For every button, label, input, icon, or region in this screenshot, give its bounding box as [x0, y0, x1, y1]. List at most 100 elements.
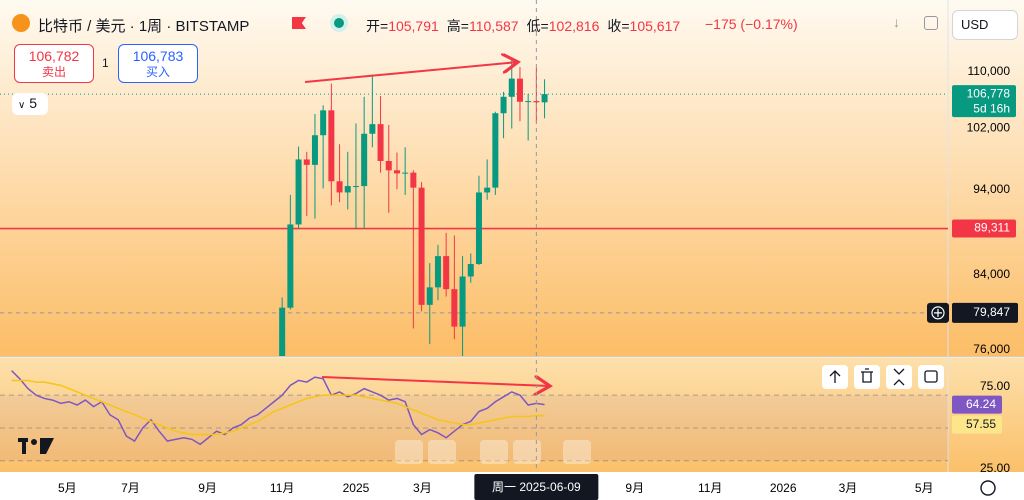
ohlc-value: 102,816	[548, 18, 600, 34]
x-tick-label: 9月	[198, 481, 217, 495]
buy-button[interactable]: 106,783 买入	[118, 44, 198, 83]
change: −175 (−0.17%)	[705, 16, 798, 32]
trend-drawing[interactable]	[304, 62, 518, 83]
interval-toggle[interactable]: ∨ 5	[12, 93, 48, 115]
zoom-out[interactable]	[395, 440, 423, 464]
candle-body	[393, 170, 400, 174]
rsi-line	[11, 370, 545, 446]
candle-body	[320, 110, 327, 136]
sell-button[interactable]: 106,782 卖出	[14, 44, 94, 83]
candle-body	[475, 192, 482, 265]
candle-body	[484, 187, 491, 193]
candle-body	[525, 101, 532, 103]
quantity: 1	[102, 56, 109, 70]
candle-body	[500, 96, 507, 114]
x-tick-label: 7月	[121, 481, 140, 495]
scroll-right[interactable]	[513, 440, 541, 464]
download-icon[interactable]: ↓	[893, 14, 900, 30]
x-tick-label: 11月	[698, 481, 722, 495]
x-tick-label: 2025	[343, 481, 370, 495]
rsi-pane	[0, 358, 1024, 472]
price-label: 106,778	[967, 86, 1011, 100]
candle-body	[410, 172, 417, 188]
candle-body	[467, 264, 474, 277]
scroll-left[interactable]	[480, 440, 508, 464]
ohlc-label: 低=	[526, 18, 549, 34]
candle-body	[369, 124, 376, 134]
x-tick-label: 9月	[625, 481, 644, 495]
crosshair-time-box	[474, 474, 599, 500]
candle-body	[434, 256, 441, 288]
layout-icon[interactable]	[924, 16, 938, 30]
interval-value: 5	[29, 95, 38, 111]
status-dot	[334, 18, 344, 28]
price-label: 89,311	[974, 221, 1010, 235]
rsi-tick-label: 25.00	[980, 461, 1010, 475]
x-tick-label: 2026	[770, 481, 797, 495]
ohlc-label: 收=	[607, 18, 630, 34]
y-tick-label: 84,000	[973, 267, 1010, 281]
candle-body	[361, 133, 368, 187]
candle-body	[344, 186, 351, 193]
candle-body	[402, 172, 409, 174]
candle-body	[287, 224, 294, 308]
ohlc-label: 开=	[366, 18, 389, 34]
candle-body	[508, 78, 515, 97]
maximize-button[interactable]	[918, 365, 944, 389]
symbol-title[interactable]: 比特币 / 美元 · 1周 · BITSTAMP	[38, 18, 250, 35]
flag-icon[interactable]	[292, 17, 306, 29]
x-tick-label: 11月	[270, 481, 294, 495]
candle-body	[541, 94, 548, 103]
reset[interactable]	[563, 440, 591, 464]
candle-body	[418, 187, 425, 305]
x-tick-label: 3月	[839, 481, 858, 495]
rsi-tick-label: 75.00	[980, 379, 1010, 393]
candle-body	[459, 276, 466, 327]
price-label-box	[952, 85, 1016, 118]
y-tick-label: 94,000	[973, 182, 1010, 196]
sell-label: 卖出	[41, 65, 66, 79]
crosshair-time-label: 周一 2025-06-09	[492, 480, 581, 494]
collapse-button[interactable]	[886, 365, 912, 389]
zoom-controls	[395, 440, 591, 464]
y-tick-label: 102,000	[967, 121, 1011, 135]
candle-body	[352, 186, 359, 188]
candle-body	[426, 287, 433, 305]
settings-icon[interactable]	[980, 480, 996, 496]
chevron: ∨	[18, 100, 26, 111]
tv-logo	[18, 438, 54, 454]
candle-body	[451, 289, 458, 327]
candle-body	[377, 124, 384, 161]
add-alert-icon	[931, 306, 945, 320]
candle-body	[295, 159, 302, 225]
candle-body	[516, 78, 523, 102]
buy-label: 买入	[145, 65, 170, 79]
candle-body	[311, 135, 318, 165]
candle-body	[443, 256, 450, 290]
buy-price: 106,783	[132, 48, 184, 64]
crosshair-price-box	[952, 302, 1018, 323]
trend-drawing[interactable]	[321, 377, 550, 386]
candle-body	[533, 101, 540, 103]
delete-button[interactable]	[854, 365, 880, 389]
y-tick-label: 76,000	[973, 342, 1010, 356]
sell-price: 106,782	[28, 48, 80, 64]
candle-body	[336, 181, 343, 193]
rsi-value-box	[952, 395, 1002, 414]
rsi-value-label: 64.24	[966, 397, 996, 411]
ohlc-value: 110,587	[468, 18, 519, 34]
ohlc-label: 高=	[446, 18, 469, 34]
currency-select[interactable]: USD	[952, 10, 1018, 40]
price-label-box	[952, 219, 1016, 238]
y-tick-label: 110,000	[968, 64, 1011, 78]
ohlc-value: 105,791	[388, 18, 439, 34]
x-tick-label: 5月	[915, 481, 934, 495]
crosshair-price-label: 79,847	[973, 305, 1010, 319]
rsi-band	[0, 395, 948, 461]
countdown: 5d 16h	[973, 101, 1010, 115]
rsi-line	[11, 379, 545, 436]
candle-body	[328, 110, 335, 182]
zoom-in[interactable]	[428, 440, 456, 464]
